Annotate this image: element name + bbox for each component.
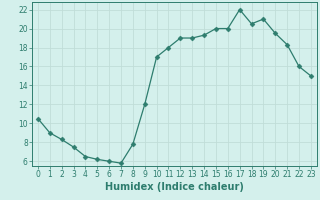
X-axis label: Humidex (Indice chaleur): Humidex (Indice chaleur) [105, 182, 244, 192]
